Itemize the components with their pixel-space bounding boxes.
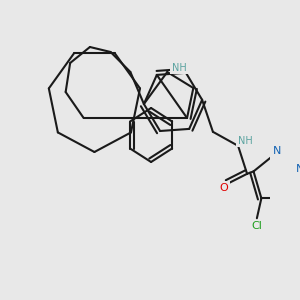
Text: O: O [219,183,228,193]
Text: NH: NH [172,63,187,73]
Text: N: N [296,164,300,174]
Text: N: N [273,146,281,156]
Text: NH: NH [238,136,253,146]
Text: Cl: Cl [251,221,262,231]
